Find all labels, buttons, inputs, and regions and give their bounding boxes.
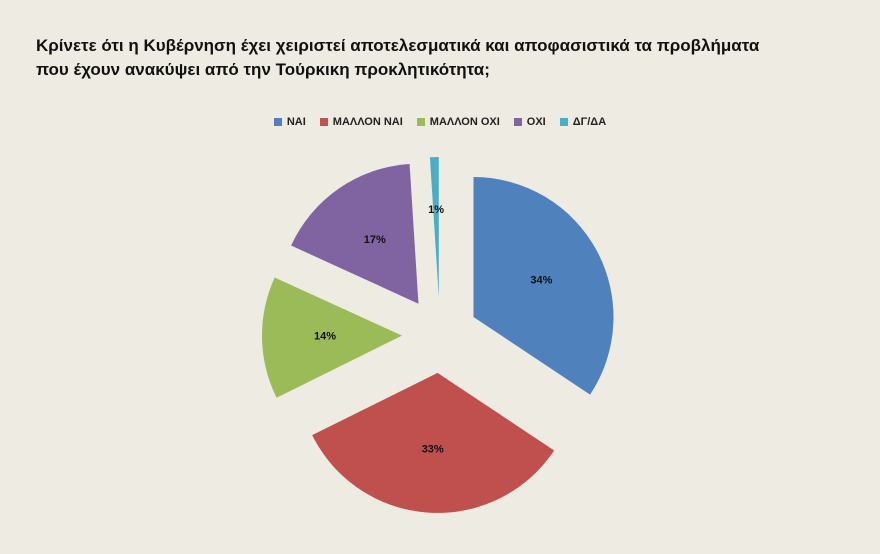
legend-item-dg-da: ΔΓ/ΔΑ	[559, 116, 607, 128]
legend-label-dg-da: ΔΓ/ΔΑ	[572, 116, 607, 128]
pie-data-label-dg-da: 1%	[428, 204, 444, 216]
legend-item-mallon-nai: ΜΑΛΛΟΝ ΝΑΙ	[319, 116, 403, 128]
pie-slice-dg-da	[429, 157, 439, 298]
pie-data-label-mallon-nai: 33%	[422, 444, 444, 456]
legend-swatch-oxi	[513, 118, 522, 126]
pie-data-label-oxi: 17%	[364, 234, 386, 246]
legend-swatch-mallon-nai	[319, 118, 328, 126]
legend-item-mallon-oxi: ΜΑΛΛΟΝ ΟΧΙ	[416, 116, 500, 128]
chart-title: Κρίνετε ότι η Κυβέρνηση έχει χειριστεί α…	[36, 34, 856, 82]
legend-label-oxi: ΟΧΙ	[526, 116, 546, 128]
pie-slice-mallon-oxi	[262, 277, 403, 398]
chart-title-line-2: που έχουν ανακύψει από την Τούρκικη προκ…	[36, 60, 490, 79]
legend-item-nai: ΝΑΙ	[273, 116, 306, 128]
pie-data-label-nai: 34%	[530, 275, 552, 287]
legend-label-nai: ΝΑΙ	[286, 116, 306, 128]
pie-slice-mallon-nai	[312, 372, 555, 513]
chart-legend: ΝΑΙ ΜΑΛΛΟΝ ΝΑΙ ΜΑΛΛΟΝ ΟΧΙ ΟΧΙ ΔΓ/ΔΑ	[0, 116, 880, 128]
legend-swatch-dg-da	[559, 118, 568, 126]
pie-data-label-mallon-oxi: 14%	[314, 331, 336, 343]
legend-label-mallon-nai: ΜΑΛΛΟΝ ΝΑΙ	[332, 116, 403, 128]
pie-slice-nai	[473, 177, 614, 395]
chart-title-line-1: Κρίνετε ότι η Κυβέρνηση έχει χειριστεί α…	[36, 36, 760, 55]
legend-item-oxi: ΟΧΙ	[513, 116, 546, 128]
legend-swatch-mallon-oxi	[416, 118, 425, 126]
legend-label-mallon-oxi: ΜΑΛΛΟΝ ΟΧΙ	[429, 116, 500, 128]
legend-swatch-nai	[273, 118, 282, 126]
pie-slice-oxi	[291, 163, 419, 304]
